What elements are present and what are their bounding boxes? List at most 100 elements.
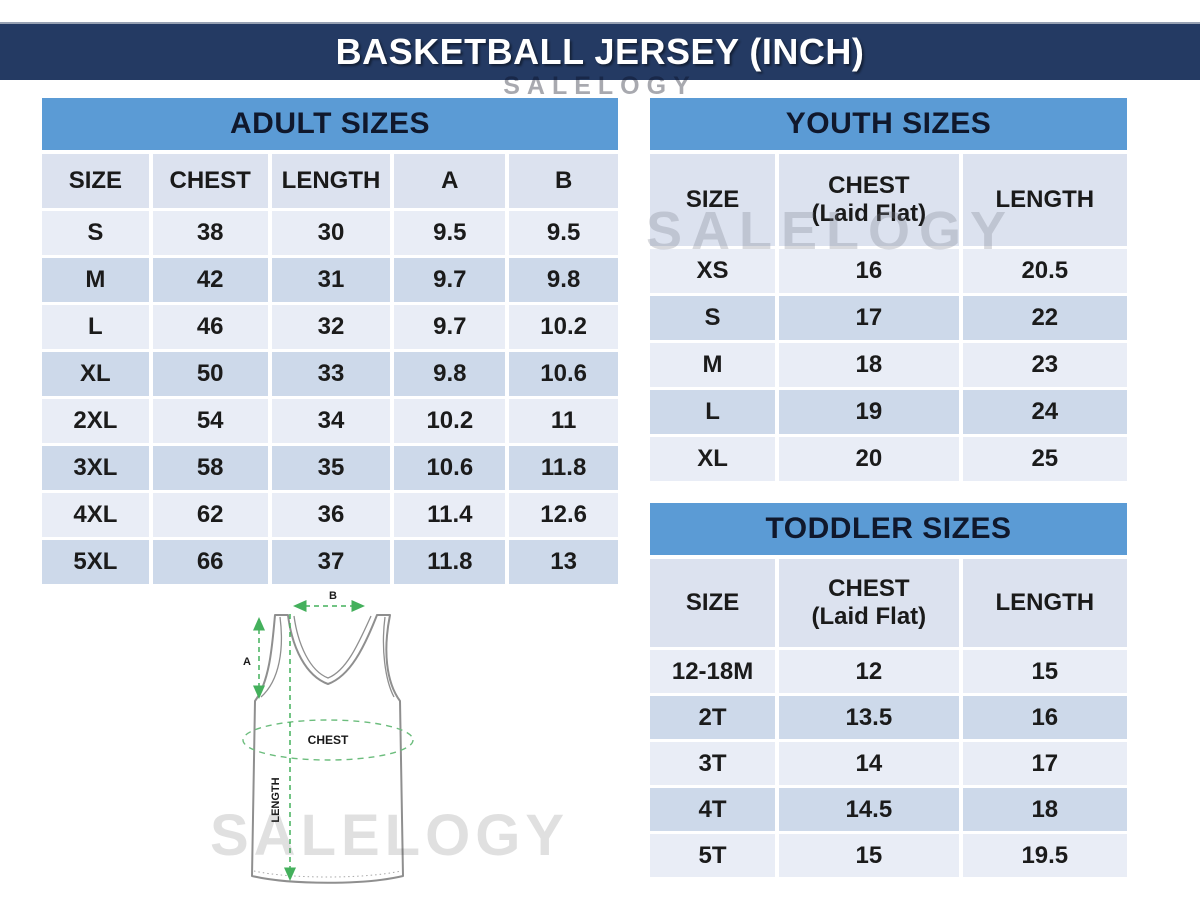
table-cell: 2XL — [42, 399, 149, 443]
column-header: SIZE — [42, 154, 149, 208]
table-row: 5T 15 19.5 — [650, 834, 1127, 877]
table-cell: 9.5 — [509, 211, 618, 255]
title-banner: BASKETBALL JERSEY (INCH) SALELOGY — [0, 22, 1200, 100]
column-header: CHEST (Laid Flat) — [779, 559, 959, 647]
column-header: SIZE — [650, 154, 776, 246]
table-cell: M — [650, 343, 776, 387]
table-cell: 37 — [271, 540, 391, 584]
table-cell: 10.6 — [394, 446, 506, 490]
table-cell: 18 — [962, 788, 1127, 831]
column-header: LENGTH — [962, 154, 1127, 246]
table-cell: 12-18M — [650, 650, 776, 693]
table-row: 3T 14 17 — [650, 742, 1127, 785]
column-header: A — [394, 154, 506, 208]
column-header: B — [509, 154, 618, 208]
table-cell: 20.5 — [962, 249, 1127, 293]
table-row: L 46 32 9.7 10.2 — [42, 305, 618, 349]
table-cell: S — [650, 296, 776, 340]
table-cell: 19 — [779, 390, 959, 434]
table-cell: 10.2 — [509, 305, 618, 349]
table-cell: 35 — [271, 446, 391, 490]
table-cell: 13 — [509, 540, 618, 584]
label-b: B — [329, 590, 337, 602]
measure-chest-ellipse: CHEST — [242, 719, 414, 761]
table-row: M 18 23 — [650, 343, 1127, 387]
table-cell: S — [42, 211, 149, 255]
table-cell: 5T — [650, 834, 776, 877]
table-row: 5XL 66 37 11.8 13 — [42, 540, 618, 584]
table-cell: 36 — [271, 493, 391, 537]
table-cell: 14.5 — [779, 788, 959, 831]
table-cell: 50 — [152, 352, 268, 396]
column-header: LENGTH — [271, 154, 391, 208]
table-cell: 16 — [779, 249, 959, 293]
table-cell: 62 — [152, 493, 268, 537]
column-header: SIZE — [650, 559, 776, 647]
table-row: 3XL 58 35 10.6 11.8 — [42, 446, 618, 490]
table-cell: XL — [650, 437, 776, 481]
youth-sizes-table: YOUTH SIZES SIZE CHEST (Laid Flat) LENGTH X… — [650, 98, 1127, 481]
table-cell: 15 — [779, 834, 959, 877]
table-cell: 3T — [650, 742, 776, 785]
table-cell: 10.2 — [394, 399, 506, 443]
table-row: 2XL 54 34 10.2 11 — [42, 399, 618, 443]
table-cell: 9.8 — [509, 258, 618, 302]
table-header-row: SIZE CHEST LENGTH A B — [42, 154, 618, 208]
table-cell: 32 — [271, 305, 391, 349]
table-cell: 33 — [271, 352, 391, 396]
table-cell: 42 — [152, 258, 268, 302]
measure-a-arrow: A — [243, 617, 265, 699]
table-row: 2T 13.5 16 — [650, 696, 1127, 739]
table-cell: 13.5 — [779, 696, 959, 739]
adult-sizes-title: ADULT SIZES — [42, 98, 618, 150]
table-cell: XL — [42, 352, 149, 396]
table-cell: 9.7 — [394, 305, 506, 349]
table-row: XL 20 25 — [650, 437, 1127, 481]
column-header: CHEST (Laid Flat) — [779, 154, 959, 246]
table-cell: 20 — [779, 437, 959, 481]
table-cell: 12 — [779, 650, 959, 693]
table-cell: 46 — [152, 305, 268, 349]
table-cell: L — [650, 390, 776, 434]
adult-sizes-table: ADULT SIZES SIZE CHEST LENGTH A B S 38 30 9.5 9.5… — [42, 98, 618, 584]
table-row: 12-18M 12 15 — [650, 650, 1127, 693]
table-cell: 11.4 — [394, 493, 506, 537]
table-row: L 19 24 — [650, 390, 1127, 434]
table-row: S 38 30 9.5 9.5 — [42, 211, 618, 255]
column-header: CHEST — [152, 154, 268, 208]
table-cell: 19.5 — [962, 834, 1127, 877]
table-cell: 24 — [962, 390, 1127, 434]
table-cell: 66 — [152, 540, 268, 584]
table-cell: 38 — [152, 211, 268, 255]
table-row: XS 16 20.5 — [650, 249, 1127, 293]
table-header-row: SIZE CHEST (Laid Flat) LENGTH — [650, 154, 1127, 246]
table-cell: 4XL — [42, 493, 149, 537]
column-header: LENGTH — [962, 559, 1127, 647]
table-cell: XS — [650, 249, 776, 293]
measure-length-line: LENGTH — [270, 614, 296, 881]
table-cell: M — [42, 258, 149, 302]
table-row: XL 50 33 9.8 10.6 — [42, 352, 618, 396]
table-cell: 18 — [779, 343, 959, 387]
toddler-sizes-table: TODDLER SIZES SIZE CHEST (Laid Flat) LENGT… — [650, 503, 1127, 877]
table-cell: 16 — [962, 696, 1127, 739]
youth-sizes-grid: SIZE CHEST (Laid Flat) LENGTH XS 16 20.5 S 17 22… — [650, 154, 1127, 481]
label-chest: CHEST — [308, 733, 349, 747]
table-row: 4XL 62 36 11.4 12.6 — [42, 493, 618, 537]
table-cell: 10.6 — [509, 352, 618, 396]
measure-b-arrow: B — [293, 590, 365, 612]
table-cell: 58 — [152, 446, 268, 490]
table-cell: 54 — [152, 399, 268, 443]
table-row: S 17 22 — [650, 296, 1127, 340]
toddler-sizes-title: TODDLER SIZES — [650, 503, 1127, 555]
table-cell: 5XL — [42, 540, 149, 584]
table-header-row: SIZE CHEST (Laid Flat) LENGTH — [650, 559, 1127, 647]
toddler-sizes-grid: SIZE CHEST (Laid Flat) LENGTH 12-18M 12 15 2T 1… — [650, 559, 1127, 877]
jersey-diagram: B A CHEST LENGTH — [242, 590, 414, 884]
table-cell: 9.8 — [394, 352, 506, 396]
table-cell: 30 — [271, 211, 391, 255]
label-a: A — [243, 656, 251, 668]
table-cell: 23 — [962, 343, 1127, 387]
table-cell: 25 — [962, 437, 1127, 481]
